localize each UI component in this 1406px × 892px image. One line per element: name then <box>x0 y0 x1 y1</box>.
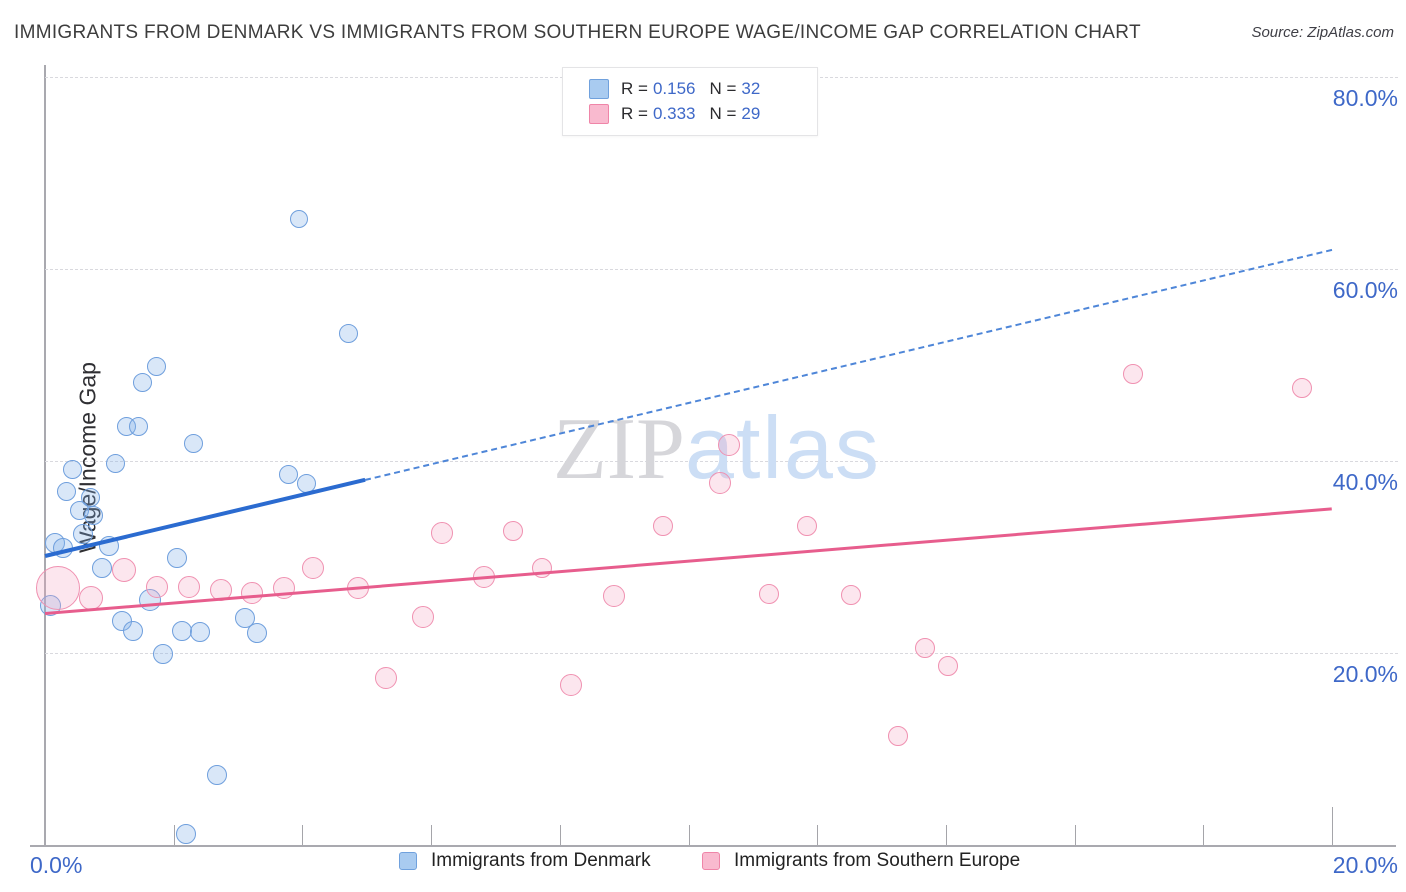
southern-europe-legend-swatch-icon <box>702 852 720 870</box>
scatter-point-southern-europe <box>758 584 779 605</box>
scatter-point-denmark <box>146 357 166 377</box>
scatter-point-denmark <box>123 620 144 641</box>
scatter-point-southern-europe <box>302 556 325 579</box>
scatter-point-denmark <box>172 620 193 641</box>
scatter-point-southern-europe <box>502 521 523 542</box>
scatter-point-denmark <box>278 464 298 484</box>
y-tick-label: 80.0% <box>1332 85 1398 111</box>
scatter-point-denmark <box>247 622 268 643</box>
scatter-point-denmark <box>83 506 103 526</box>
scatter-point-denmark <box>92 557 113 578</box>
scatter-point-southern-europe <box>602 585 625 608</box>
scatter-point-denmark <box>129 416 149 436</box>
legend-row-southern-europe: R = 0.333 N = 29 <box>563 104 817 124</box>
page-title: IMMIGRANTS FROM DENMARK VS IMMIGRANTS FR… <box>14 22 1141 43</box>
y-axis-line <box>44 65 46 845</box>
scatter-point-denmark <box>105 454 125 474</box>
denmark-swatch-icon <box>589 79 609 99</box>
legend-item-southern-europe: Immigrants from Southern Europe <box>702 850 1020 872</box>
scatter-point-southern-europe <box>411 605 434 628</box>
scatter-point-southern-europe <box>709 472 732 495</box>
x-tick <box>1332 807 1333 845</box>
scatter-point-southern-europe <box>112 558 137 583</box>
r-value: 0.156 <box>652 79 696 98</box>
x-tick <box>688 825 690 845</box>
scatter-point-southern-europe <box>887 725 908 746</box>
r-label: R = <box>621 79 648 98</box>
gridline-40 <box>45 461 1398 462</box>
scatter-point-southern-europe <box>652 516 673 537</box>
scatter-point-southern-europe <box>937 656 958 677</box>
scatter-point-southern-europe <box>1122 363 1143 384</box>
scatter-point-denmark <box>72 523 93 544</box>
source-credit: Source: ZipAtlas.com <box>1251 24 1394 41</box>
scatter-point-denmark <box>190 621 211 642</box>
x-axis-line <box>30 845 1396 847</box>
scatter-point-denmark <box>56 482 76 502</box>
x-tick <box>302 825 304 845</box>
scatter-point-denmark <box>152 643 173 664</box>
scatter-point-southern-europe <box>375 666 398 689</box>
scatter-point-denmark <box>133 372 153 392</box>
scatter-point-denmark <box>166 547 187 568</box>
n-label: N = <box>709 79 737 98</box>
gridline-60 <box>45 269 1398 270</box>
scatter-point-southern-europe <box>559 673 582 696</box>
scatter-point-denmark <box>290 210 309 229</box>
legend-item-label: Immigrants from Southern Europe <box>734 850 1021 871</box>
denmark-legend-swatch-icon <box>399 852 417 870</box>
scatter-point-southern-europe <box>914 638 935 659</box>
scatter-point-southern-europe <box>35 565 80 610</box>
x-tick <box>559 825 561 845</box>
y-tick-label: 60.0% <box>1332 277 1398 303</box>
x-tick <box>1203 825 1205 845</box>
r-label: R = <box>621 104 648 123</box>
x-tick <box>817 825 819 845</box>
n-value: 29 <box>741 104 761 123</box>
scatter-point-denmark <box>62 460 82 480</box>
y-tick-label: 40.0% <box>1332 469 1398 495</box>
legend-row-denmark: R = 0.156 N = 32 <box>563 79 817 99</box>
scatter-point-southern-europe <box>241 581 264 604</box>
scatter-point-southern-europe <box>840 585 861 606</box>
r-value: 0.333 <box>652 104 696 123</box>
scatter-point-denmark <box>206 764 227 785</box>
scatter-point-southern-europe <box>145 575 168 598</box>
scatter-point-denmark <box>338 323 358 343</box>
series-legend: Immigrants from Denmark Immigrants from … <box>0 850 1406 884</box>
scatter-point-denmark <box>183 434 203 454</box>
scatter-point-southern-europe <box>431 522 454 544</box>
n-value: 32 <box>741 79 761 98</box>
southern-europe-swatch-icon <box>589 104 609 124</box>
trendline-southern-europe <box>44 507 1333 616</box>
x-tick <box>431 825 433 845</box>
x-tick <box>173 825 175 845</box>
y-tick-label: 20.0% <box>1332 661 1398 687</box>
scatter-point-southern-europe <box>1292 378 1313 399</box>
x-tick <box>1074 825 1076 845</box>
gridline-20 <box>45 653 1398 654</box>
n-label: N = <box>709 104 737 123</box>
scatter-point-southern-europe <box>718 433 741 456</box>
x-tick <box>945 825 947 845</box>
legend-item-label: Immigrants from Denmark <box>431 850 651 871</box>
correlation-legend: R = 0.156 N = 32 R = 0.333 N = 29 <box>562 67 818 136</box>
x-axis-min-label: 0.0% <box>30 852 83 878</box>
x-axis-max-label: 20.0% <box>1332 852 1398 878</box>
scatter-point-denmark <box>175 824 196 845</box>
legend-item-denmark: Immigrants from Denmark <box>399 850 651 872</box>
watermark-zip: ZIP <box>553 401 685 498</box>
scatter-point-denmark <box>235 608 256 629</box>
scatter-point-southern-europe <box>178 575 201 598</box>
scatter-point-southern-europe <box>796 516 817 537</box>
